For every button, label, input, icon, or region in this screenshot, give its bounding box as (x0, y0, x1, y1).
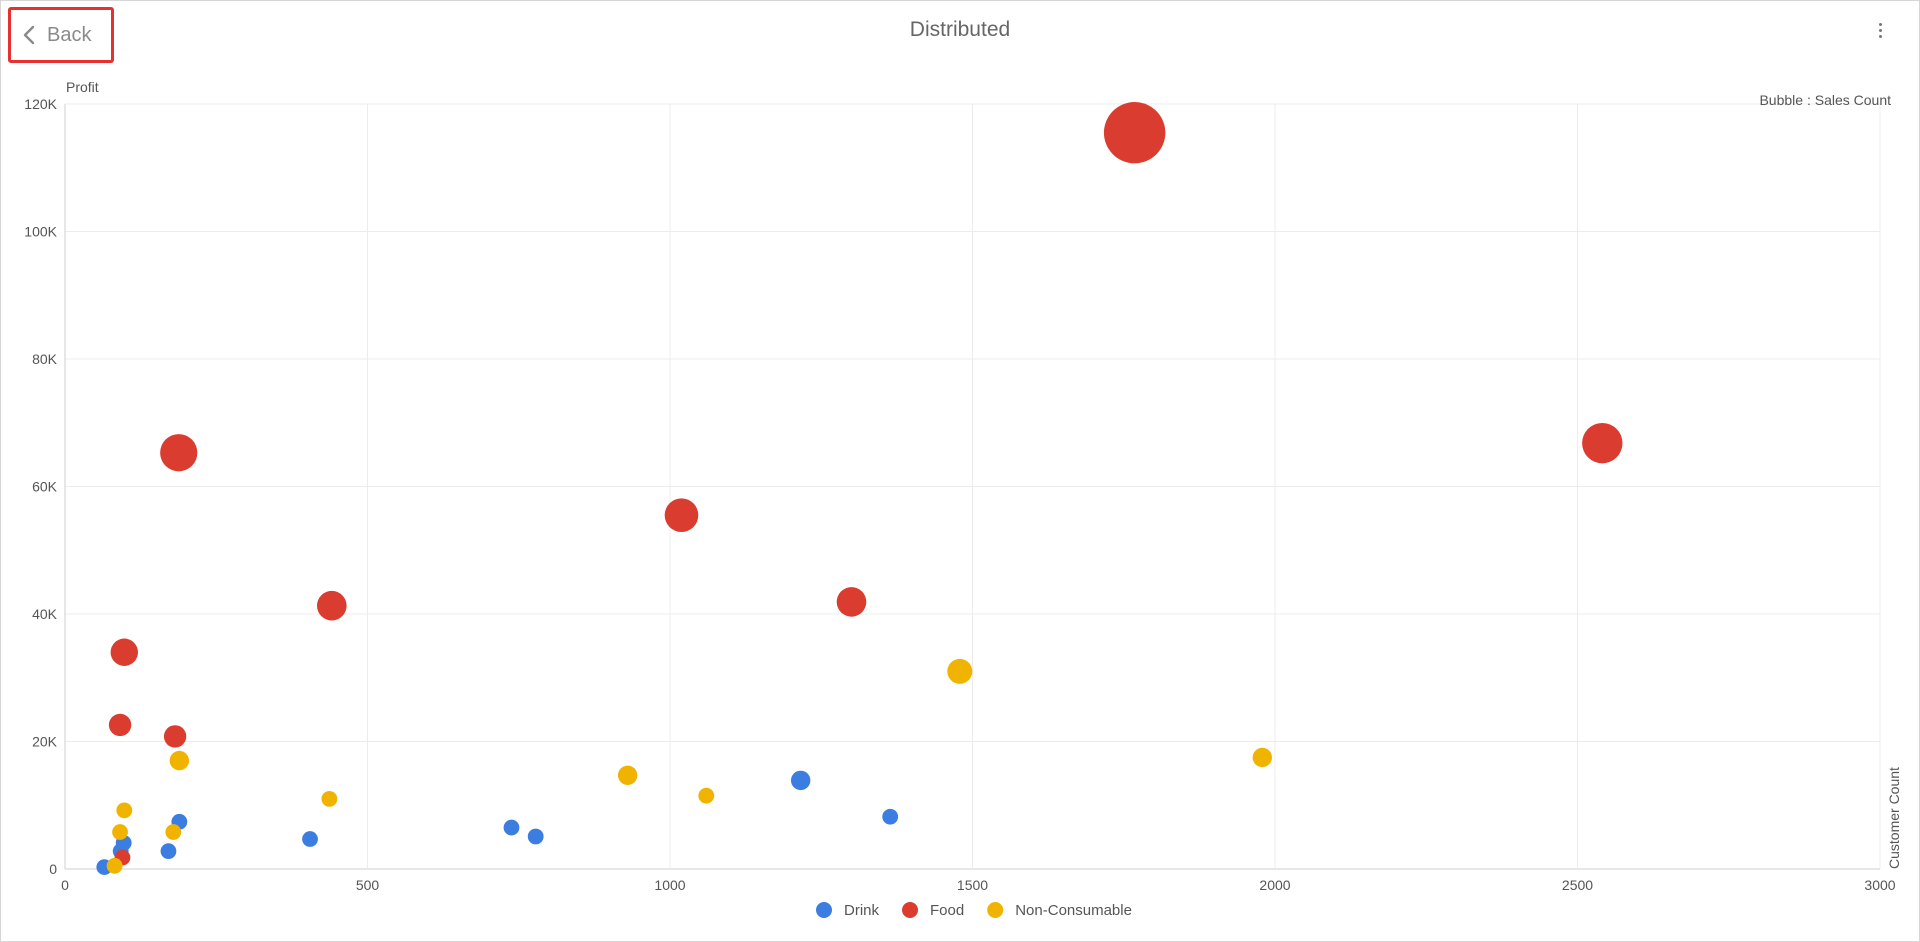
data-point-food[interactable] (317, 591, 347, 621)
legend-item-non-consumable[interactable]: Non-Consumable (987, 902, 1132, 919)
data-point-drink[interactable] (504, 820, 520, 836)
data-point-drink[interactable] (882, 809, 898, 825)
y-tick-label: 40K (32, 606, 58, 622)
x-tick-label: 3000 (1864, 877, 1895, 893)
data-point-non-consumable[interactable] (618, 766, 637, 785)
data-point-food[interactable] (109, 714, 131, 736)
data-point-non-consumable[interactable] (116, 802, 132, 818)
legend-label: Non-Consumable (1015, 902, 1132, 919)
data-point-food[interactable] (111, 639, 138, 666)
legend-item-drink[interactable]: Drink (816, 902, 880, 919)
x-tick-label: 1500 (957, 877, 988, 893)
data-point-non-consumable[interactable] (107, 858, 123, 874)
y-tick-label: 100K (24, 224, 57, 240)
bubble-size-label: Bubble : Sales Count (1759, 92, 1891, 108)
y-tick-label: 80K (32, 351, 58, 367)
legend-item-food[interactable]: Food (902, 902, 964, 919)
data-point-drink[interactable] (528, 829, 544, 845)
data-point-food[interactable] (1582, 423, 1622, 463)
x-tick-label: 2000 (1259, 877, 1290, 893)
data-points (96, 102, 1622, 875)
x-axis-label: Customer Count (1886, 767, 1902, 869)
data-point-food[interactable] (665, 498, 699, 532)
data-point-food[interactable] (837, 587, 867, 617)
legend-marker (816, 902, 832, 918)
data-point-food[interactable] (1104, 102, 1165, 163)
data-point-non-consumable[interactable] (112, 824, 128, 840)
legend-label: Food (930, 902, 964, 919)
x-tick-label: 1000 (654, 877, 685, 893)
x-tick-label: 2500 (1562, 877, 1593, 893)
data-point-drink[interactable] (302, 831, 318, 847)
data-point-non-consumable[interactable] (170, 751, 189, 770)
data-point-non-consumable[interactable] (698, 788, 714, 804)
x-tick-label: 500 (356, 877, 380, 893)
legend-marker (902, 902, 918, 918)
data-point-non-consumable[interactable] (165, 824, 181, 840)
legend: Drink Food Non-Consumable (816, 902, 1132, 919)
legend-marker (987, 902, 1003, 918)
data-point-non-consumable[interactable] (1253, 748, 1272, 767)
x-tick-label: 0 (61, 877, 69, 893)
data-point-non-consumable[interactable] (321, 791, 337, 807)
grid-lines (65, 104, 1880, 869)
y-tick-label: 20K (32, 734, 58, 750)
y-tick-label: 120K (24, 96, 57, 112)
x-axis-ticks: 0 500 1000 1500 2000 2500 3000 (61, 877, 1896, 893)
data-point-drink[interactable] (161, 843, 177, 859)
legend-label: Drink (844, 902, 880, 919)
y-axis-ticks: 0 20K 40K 60K 80K 100K 120K (24, 96, 57, 877)
y-tick-label: 60K (32, 479, 58, 495)
data-point-food[interactable] (160, 434, 197, 471)
data-point-drink[interactable] (791, 771, 810, 790)
data-point-non-consumable[interactable] (947, 659, 972, 684)
y-axis-label: Profit (66, 79, 99, 95)
data-point-food[interactable] (164, 725, 186, 747)
y-tick-label: 0 (49, 861, 57, 877)
